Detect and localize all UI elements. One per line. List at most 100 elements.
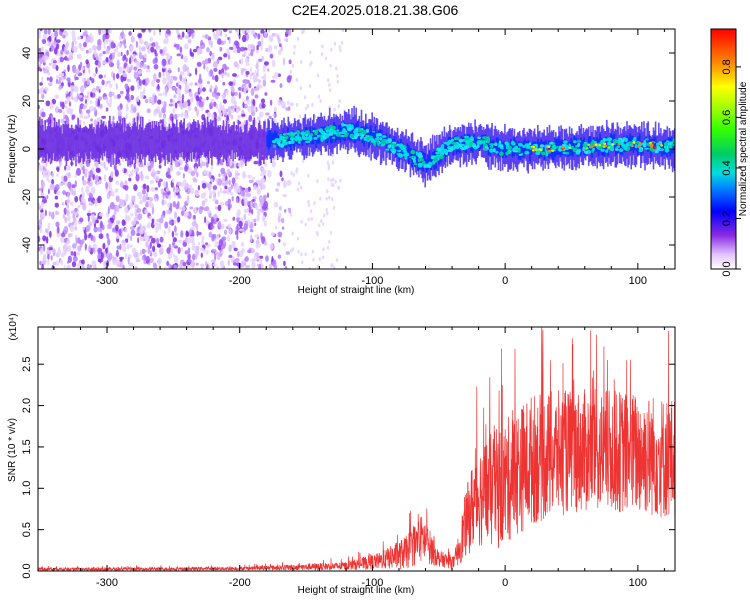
spectrogram-noise-cell — [174, 211, 177, 219]
spectrogram-noise-cell — [97, 39, 102, 47]
spectrogram-noise-cell — [200, 107, 204, 111]
spectrogram-noise-cell — [215, 29, 221, 37]
spectrogram-band-cell — [185, 128, 188, 164]
spectrogram-noise-cell — [303, 95, 307, 100]
spectrogram-noise-cell — [108, 252, 113, 260]
spectrogram-noise-cell — [169, 55, 173, 60]
spectrogram-noise-cell — [189, 228, 192, 235]
spectrogram-noise-cell — [213, 101, 217, 107]
spectrogram-noise-cell — [39, 227, 43, 234]
spectrogram-noise-cell — [256, 45, 259, 51]
spectrogram-noise-cell — [236, 216, 241, 223]
spectrogram-noise-cell — [332, 265, 336, 269]
spectrogram-band-core — [349, 124, 351, 141]
spectrogram-noise-cell — [117, 94, 121, 99]
snr-y-axis-label: SNR (10 * v/v) — [7, 418, 18, 482]
spectrogram-band-highlight — [422, 160, 426, 166]
spectrogram-noise-cell — [72, 243, 77, 249]
spectrogram-band-highlight — [290, 136, 294, 141]
spectrogram-noise-cell — [224, 33, 228, 38]
spectrogram-noise-cell — [46, 77, 50, 81]
spectrogram-noise-cell — [261, 55, 264, 61]
spectrogram-noise-cell — [264, 161, 267, 167]
spectrogram-noise-cell — [122, 168, 124, 173]
spectrogram-noise-cell — [315, 231, 319, 235]
spectrogram-band-cell — [247, 133, 249, 160]
spectrogram-noise-cell — [189, 48, 192, 56]
spectrogram-noise-cell — [329, 230, 333, 235]
spectrogram-noise-cell — [336, 79, 339, 84]
spectrogram-noise-cell — [158, 164, 162, 169]
spectrogram-noise-cell — [97, 98, 101, 107]
spectrogram-noise-cell — [125, 113, 128, 120]
spectrogram-band-cell — [81, 128, 84, 159]
spectrogram-noise-cell — [253, 105, 257, 113]
spectrogram-noise-cell — [49, 102, 54, 110]
snr-y-tick-label: 0.0 — [21, 563, 33, 578]
spectrogram-noise-cell — [286, 75, 292, 83]
spectrogram-noise-cell — [98, 74, 103, 79]
spectrogram-noise-cell — [137, 33, 142, 39]
spectrogram-noise-cell — [108, 221, 112, 230]
spectrogram-noise-cell — [93, 73, 96, 77]
spectrogram-noise-cell — [206, 249, 209, 255]
spectrogram-band-highlight — [600, 148, 605, 152]
spectrogram-noise-cell — [257, 209, 261, 217]
spectrogram-noise-cell — [164, 87, 168, 95]
spectrogram-noise-cell — [335, 258, 339, 263]
spectrogram-noise-cell — [260, 172, 264, 177]
spectrogram-noise-cell — [257, 40, 262, 47]
spectrogram-noise-cell — [261, 103, 266, 109]
spectrogram-band-cell — [179, 121, 181, 154]
spectrogram-noise-cell — [167, 76, 171, 83]
spectrogram-noise-cell — [242, 34, 247, 43]
spectrogram-band-highlight — [464, 145, 470, 148]
spectrogram-noise-cell — [169, 59, 173, 65]
spectrogram-band-cell — [240, 129, 243, 156]
spectrogram-band-cell — [232, 125, 234, 162]
spectrogram-band-cell — [188, 129, 191, 161]
spectrogram-noise-cell — [341, 29, 345, 33]
spectrogram-noise-cell — [202, 87, 206, 92]
spectrogram-noise-cell — [205, 242, 208, 246]
spectrogram-noise-cell — [130, 35, 135, 43]
spectrogram-noise-cell — [73, 45, 78, 53]
spectrogram-noise-cell — [67, 172, 71, 178]
spectrogram-band-cell — [51, 127, 54, 161]
spectrogram-noise-cell — [76, 167, 81, 176]
spectrogram-noise-cell — [133, 184, 138, 191]
spectrogram-noise-cell — [183, 100, 189, 108]
spectrogram-band-highlight — [305, 140, 311, 143]
spectrogram-noise-cell — [66, 107, 71, 115]
spectrogram-noise-cell — [282, 57, 286, 66]
spectrogram-noise-cell — [158, 217, 164, 224]
spectrogram-band-highlight — [349, 133, 355, 139]
spectrogram-noise-cell — [78, 94, 83, 99]
spectrogram-noise-cell — [63, 175, 68, 182]
spectrogram-noise-cell — [256, 263, 260, 268]
spectrogram-noise-cell — [126, 64, 130, 72]
spectrogram-noise-cell — [242, 101, 245, 109]
spectrogram-noise-cell — [142, 194, 147, 203]
spectrogram-noise-cell — [173, 94, 177, 99]
spectrogram-noise-cell — [93, 106, 97, 112]
spectrogram-noise-cell — [190, 187, 195, 195]
spectrogram-noise-cell — [43, 198, 48, 204]
spectrogram-band-highlight — [477, 144, 480, 148]
spectrogram-noise-cell — [337, 104, 340, 109]
spectrogram-band-cell — [160, 130, 162, 163]
spectrogram-noise-cell — [171, 86, 177, 91]
spectrogram-band-cell — [187, 131, 190, 160]
spectrogram-noise-cell — [227, 198, 232, 204]
spectrogram-noise-cell — [216, 265, 219, 269]
spectrogram-noise-cell — [178, 194, 181, 199]
spectrogram-noise-cell — [233, 160, 237, 169]
spectrogram-noise-cell — [107, 206, 110, 215]
spectrogram-noise-cell — [177, 80, 181, 85]
spectrogram-noise-cell — [184, 250, 189, 255]
spectrogram-band-highlight — [616, 145, 620, 148]
spectrogram-band-core — [621, 140, 624, 155]
spectrogram-noise-cell — [114, 188, 119, 193]
spectrogram-noise-cell — [69, 224, 75, 232]
spectrogram-noise-cell — [193, 214, 196, 220]
